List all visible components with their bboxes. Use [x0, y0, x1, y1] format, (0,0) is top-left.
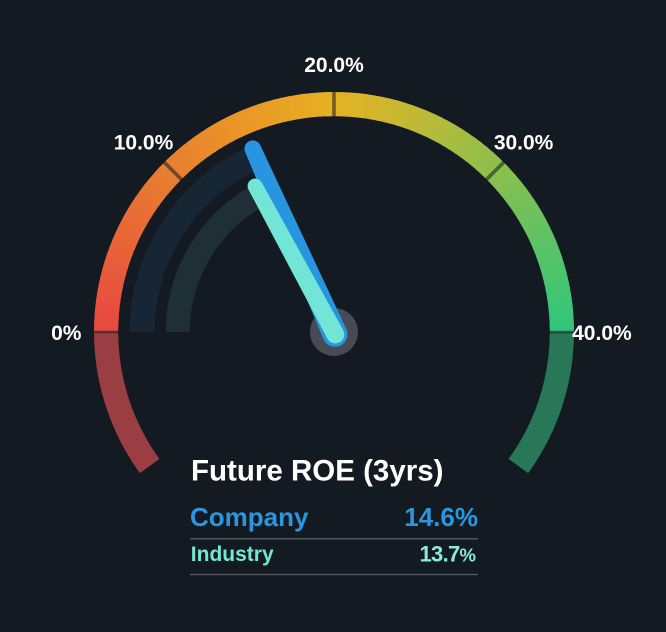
- svg-text:40.0%: 40.0%: [572, 322, 632, 345]
- svg-text:20.0%: 20.0%: [304, 54, 364, 77]
- svg-text:Industry: Industry: [191, 543, 274, 566]
- svg-text:10.0%: 10.0%: [114, 131, 174, 154]
- svg-text:14.6%: 14.6%: [404, 502, 478, 532]
- svg-text:Future ROE (3yrs): Future ROE (3yrs): [191, 455, 443, 488]
- svg-text:Company: Company: [190, 502, 309, 532]
- svg-text:30.0%: 30.0%: [494, 131, 554, 154]
- svg-text:13.7%: 13.7%: [420, 542, 476, 567]
- svg-text:0%: 0%: [51, 322, 82, 345]
